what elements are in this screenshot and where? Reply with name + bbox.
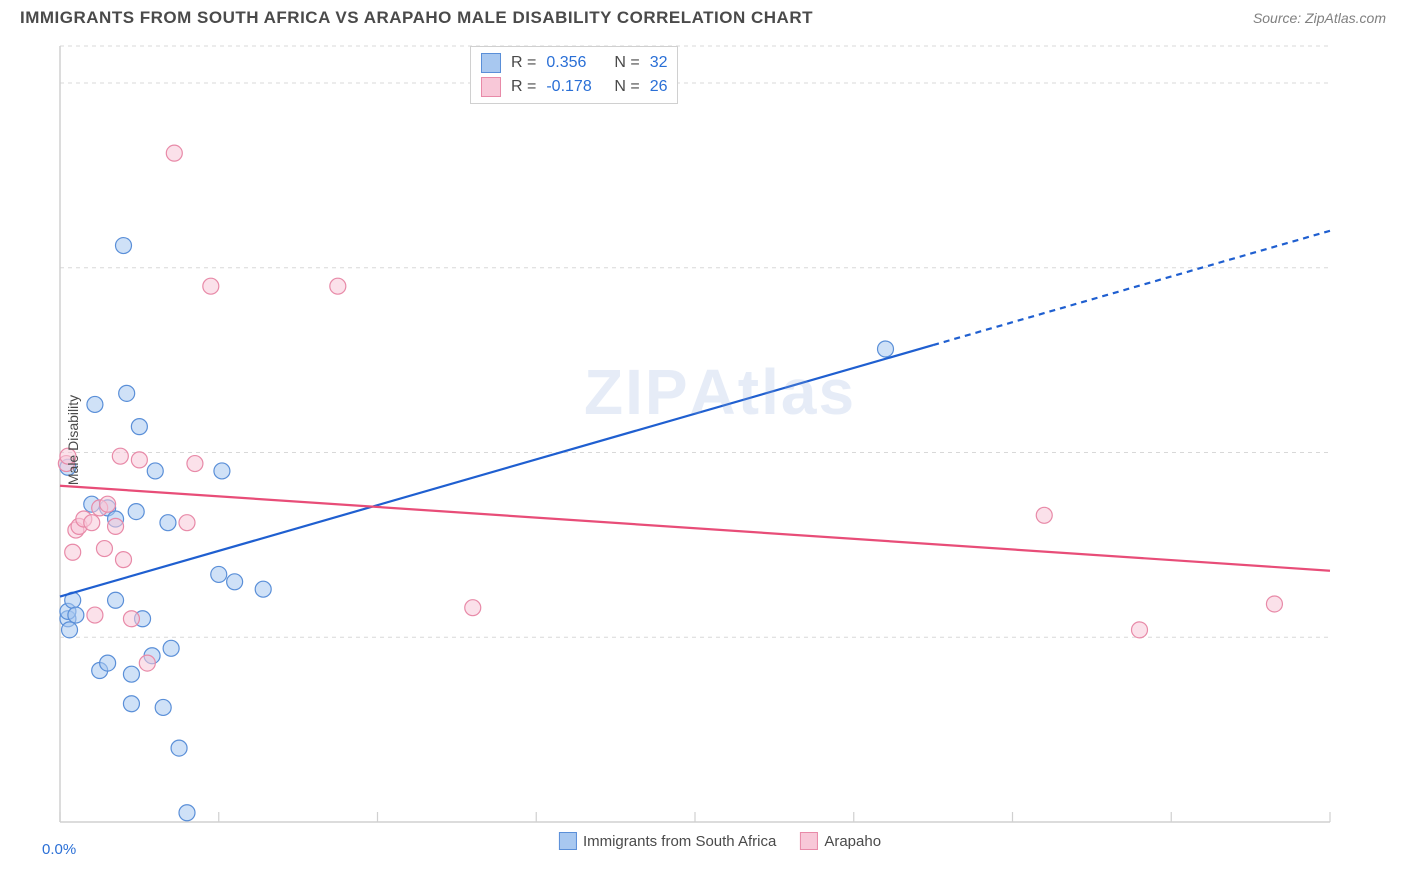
legend-item-label-a: Immigrants from South Africa (583, 833, 776, 850)
legend-item-series-a: Immigrants from South Africa (559, 832, 776, 850)
legend-item-label-b: Arapaho (824, 833, 881, 850)
legend-item-swatch-b (800, 832, 818, 850)
chart-area: Male Disability ZIPAtlas R = 0.356 N = 3… (50, 40, 1390, 840)
scatter-chart-svg (50, 40, 1390, 840)
legend-item-series-b: Arapaho (800, 832, 881, 850)
legend-swatch-a (481, 53, 501, 73)
y-axis-label: Male Disability (65, 395, 81, 485)
chart-title: IMMIGRANTS FROM SOUTH AFRICA VS ARAPAHO … (20, 8, 813, 28)
series-legend: Immigrants from South Africa Arapaho (559, 832, 881, 850)
legend-swatch-b (481, 77, 501, 97)
legend-item-swatch-a (559, 832, 577, 850)
legend-row-series-b: R = -0.178 N = 26 (481, 75, 667, 99)
x-axis-min-label: 0.0% (42, 841, 76, 858)
source-label: Source: ZipAtlas.com (1253, 10, 1386, 26)
correlation-legend: R = 0.356 N = 32 R = -0.178 N = 26 (470, 46, 678, 104)
legend-row-series-a: R = 0.356 N = 32 (481, 51, 667, 75)
